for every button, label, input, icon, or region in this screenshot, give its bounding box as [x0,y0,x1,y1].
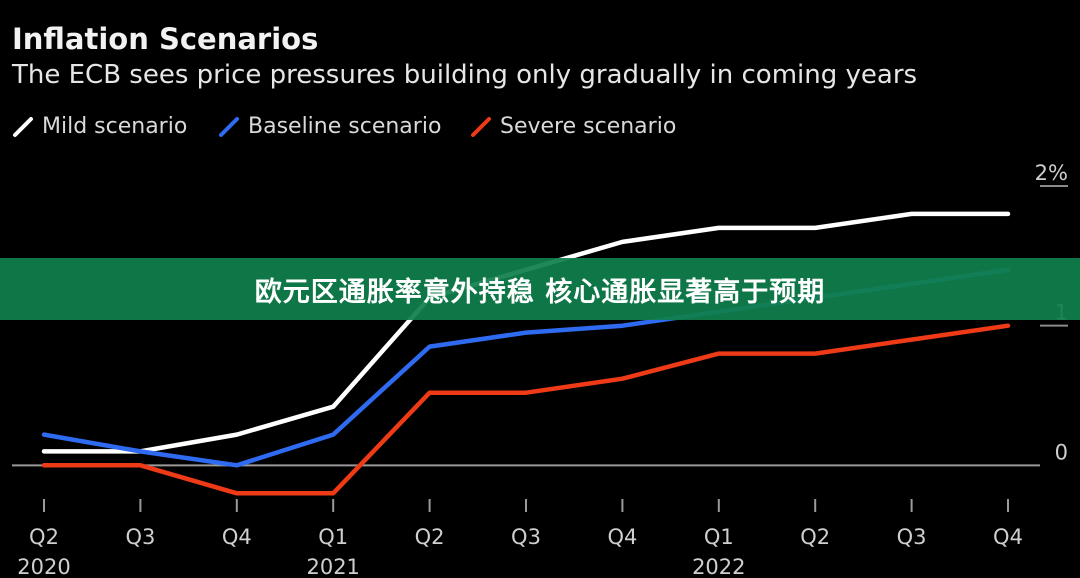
y-tick-label: 2% [1035,161,1068,185]
legend-item: Baseline scenario [218,114,441,139]
x-tick-label: Q3 [897,525,927,549]
x-tick-label: Q4 [222,525,252,549]
news-banner: 欧元区通胀率意外持稳 核心通胀显著高于预期 [0,258,1080,320]
x-tick-label: Q1 [318,525,348,549]
legend-label: Severe scenario [500,114,677,139]
x-tick-label: Q2 [29,525,59,549]
x-tick-label: Q3 [511,525,541,549]
y-tick-label: 0 [1055,440,1068,464]
legend-label: Mild scenario [42,114,188,139]
x-year-label: 2022 [692,555,745,578]
legend-item: Severe scenario [470,114,676,139]
x-tick-label: Q1 [704,525,734,549]
x-year-label: 2020 [17,555,70,578]
chart-title: Inflation Scenarios [12,22,319,56]
legend-swatch-icon [218,116,240,138]
x-year-label: 2021 [306,555,359,578]
x-tick-label: Q4 [607,525,637,549]
legend-item: Mild scenario [12,114,187,139]
x-tick-label: Q2 [800,525,830,549]
legend-swatch-icon [470,116,492,138]
x-tick-label: Q2 [415,525,445,549]
chart-subtitle: The ECB sees price pressures building on… [12,60,918,90]
banner-headline: 欧元区通胀率意外持稳 核心通胀显著高于预期 [254,276,826,308]
x-tick-label: Q4 [993,525,1023,549]
legend-swatch-icon [12,116,34,138]
series-line-severe [41,323,1011,496]
x-tick-label: Q3 [125,525,155,549]
legend-label: Baseline scenario [248,114,442,139]
